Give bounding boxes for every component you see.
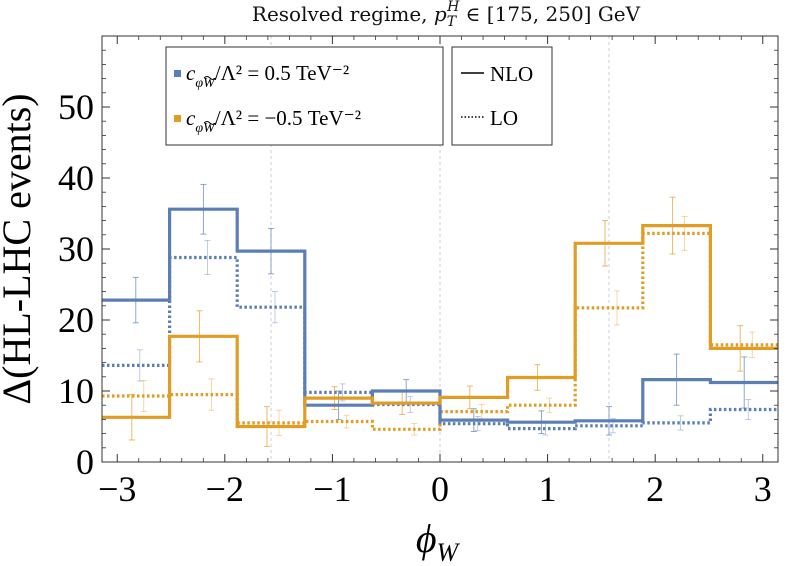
legend-orders: NLO LO bbox=[451, 46, 553, 146]
title-var-sup: H bbox=[446, 0, 460, 15]
y-tick-label: 30 bbox=[58, 229, 94, 269]
y-tick-label: 20 bbox=[58, 300, 94, 340]
title-range: ∈ [175, 250] GeV bbox=[459, 2, 640, 26]
svg-text:Resolved regime, pTH ∈ [175, 2: Resolved regime, pTH ∈ [175, 250] GeV bbox=[252, 0, 641, 30]
y-tick-label: 40 bbox=[58, 158, 94, 198]
tilde-mark bbox=[203, 76, 217, 80]
y-tick-labels: 0 10 20 30 40 50 bbox=[58, 87, 94, 482]
x-tick-label: 1 bbox=[539, 469, 557, 509]
y-tick-label: 50 bbox=[58, 87, 94, 127]
x-tick-label: −2 bbox=[206, 469, 244, 509]
x-tick-label: 2 bbox=[646, 469, 664, 509]
legend-couplings-box bbox=[165, 46, 444, 146]
axis-ticks bbox=[102, 36, 778, 463]
legend-couplings: cφW/Λ² = 0.5 TeV⁻² cφW/Λ² = −0.5 TeV⁻² bbox=[165, 46, 444, 146]
title-prefix: Resolved regime, bbox=[252, 2, 434, 26]
title-var: p bbox=[434, 2, 447, 26]
tilde-mark bbox=[203, 121, 217, 125]
error-bars bbox=[128, 183, 756, 447]
legend-label-negative: cφW/Λ² = −0.5 TeV⁻² bbox=[186, 106, 361, 136]
x-axis-label: ϕW bbox=[416, 516, 461, 566]
y-axis-label: Δ(HL-LHC events) bbox=[0, 93, 39, 404]
legend-orders-box bbox=[451, 46, 553, 146]
x-axis-symbol: ϕ bbox=[416, 516, 437, 561]
legend-swatch-positive bbox=[174, 70, 181, 77]
chart-title: Resolved regime, pTH ∈ [175, 250] GeV bbox=[252, 0, 641, 30]
y-tick-label: 10 bbox=[58, 371, 94, 411]
x-tick-label: −1 bbox=[313, 469, 351, 509]
series-lines bbox=[102, 207, 778, 431]
x-tick-label: 3 bbox=[754, 469, 772, 509]
legend-lo-label: LO bbox=[490, 106, 518, 130]
x-tick-labels: −3 −2 −1 0 1 2 3 bbox=[98, 469, 772, 509]
x-tick-label: 0 bbox=[431, 469, 449, 509]
x-tick-label: −3 bbox=[98, 469, 136, 509]
legend-label-positive: cφW/Λ² = 0.5 TeV⁻² bbox=[186, 61, 349, 91]
y-tick-label: 0 bbox=[76, 442, 94, 482]
legend-swatch-negative bbox=[174, 115, 181, 122]
legend-nlo-label: NLO bbox=[490, 62, 533, 86]
series-line-nlo-negative bbox=[102, 224, 778, 429]
series-line-nlo-positive bbox=[102, 207, 778, 424]
title-var-sub: T bbox=[447, 14, 458, 30]
x-axis-subscript: W bbox=[437, 538, 461, 566]
